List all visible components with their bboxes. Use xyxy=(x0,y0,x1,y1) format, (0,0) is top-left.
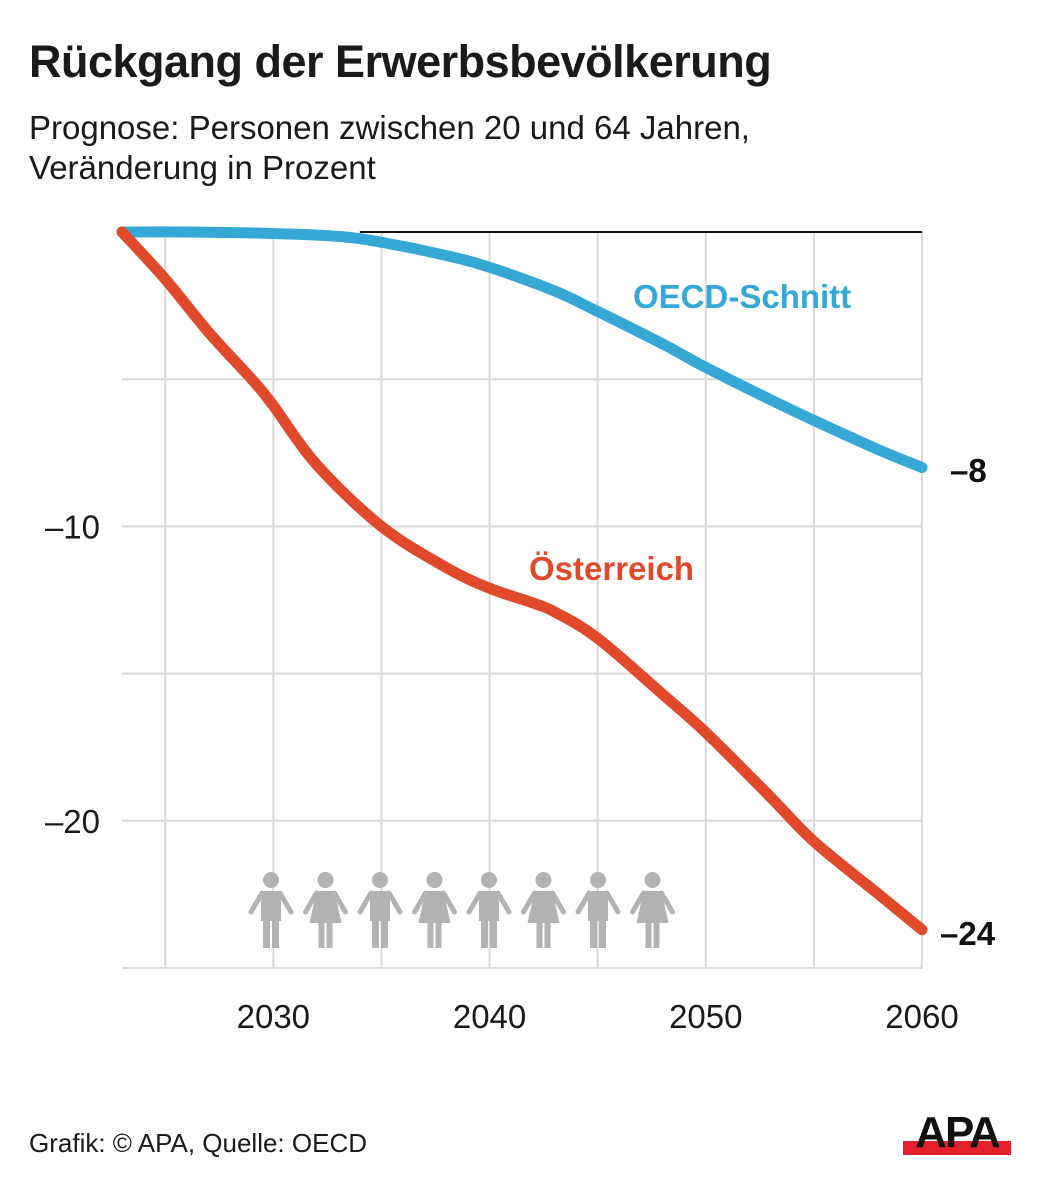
subtitle-line-2: Veränderung in Prozent xyxy=(29,149,376,186)
x-tick-label: 2030 xyxy=(237,998,310,1035)
male-person-icon xyxy=(575,872,621,948)
male-person-icon xyxy=(248,872,294,948)
apa-logo: APA xyxy=(903,1111,1011,1157)
series-lines xyxy=(116,226,928,936)
oecd-line xyxy=(116,226,928,474)
axis-labels: OECD-Schnitt Österreich –8 –24 –10 –20 2030 204… xyxy=(45,278,996,1035)
female-person-icon xyxy=(303,872,348,948)
austria-end-value-label: –24 xyxy=(940,915,996,952)
male-person-icon xyxy=(357,872,403,948)
female-person-icon xyxy=(521,872,566,948)
gridlines xyxy=(122,232,923,969)
apa-logo-bar xyxy=(903,1141,1011,1155)
oecd-series-label: OECD-Schnitt xyxy=(633,278,851,315)
chart-title: Rückgang der Erwerbsbevölkerung xyxy=(29,36,772,87)
source-credit: Grafik: © APA, Quelle: OECD xyxy=(29,1128,367,1158)
apa-logo-text: APA xyxy=(915,1111,1000,1157)
female-person-icon xyxy=(630,872,675,948)
austria-line xyxy=(116,226,928,936)
y-tick-label: –10 xyxy=(45,508,100,545)
male-person-icon xyxy=(466,872,512,948)
chart-subtitle: Prognose: Personen zwischen 20 und 64 Ja… xyxy=(29,108,929,188)
y-tick-label: –20 xyxy=(45,803,100,840)
female-person-icon xyxy=(412,872,457,948)
austria-series-label: Österreich xyxy=(529,550,694,587)
x-tick-label: 2050 xyxy=(669,998,742,1035)
x-tick-label: 2060 xyxy=(885,998,958,1035)
oecd-end-value-label: –8 xyxy=(950,452,987,489)
people-icons-row xyxy=(248,872,675,948)
x-tick-label: 2040 xyxy=(453,998,526,1035)
subtitle-line-1: Prognose: Personen zwischen 20 und 64 Ja… xyxy=(29,109,750,146)
